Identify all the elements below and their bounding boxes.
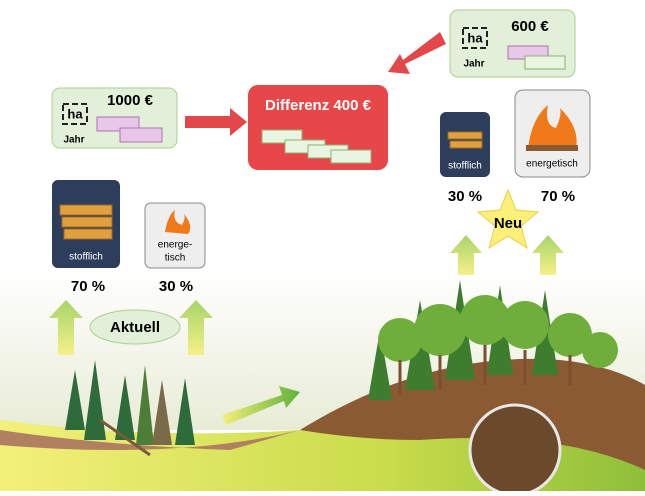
period: Jahr [63,135,84,146]
infographic: ha 1000 € Jahr Differenz 400 € ha 600 € … [0,0,645,491]
share: 30 % [448,188,482,205]
new-label: Neu [494,215,522,232]
label: energetisch [526,159,578,170]
new-material: stofflich 30 % [440,112,490,205]
amount: 1000 € [107,92,154,109]
amount: 600 € [511,18,549,35]
unit: ha [67,106,83,121]
new-revenue: ha 600 € Jahr [450,10,575,77]
current-label: Aktuell [110,319,160,336]
share: 30 % [159,278,193,295]
difference: Differenz 400 € [265,97,372,114]
share: 70 % [541,188,575,205]
arrow [388,32,446,74]
current-revenue: ha 1000 € Jahr [52,88,177,148]
period: Jahr [463,59,484,70]
up-arrows [450,235,564,275]
arrow [185,108,247,136]
difference-box: Differenz 400 € [248,85,388,170]
label: stofflich [448,161,482,172]
label-line: energe- [158,240,192,251]
label-line: tisch [165,253,186,264]
label: stofflich [69,252,103,263]
unit: ha [467,30,483,45]
share: 70 % [71,278,105,295]
new-energy: energetisch 70 % [515,90,590,205]
